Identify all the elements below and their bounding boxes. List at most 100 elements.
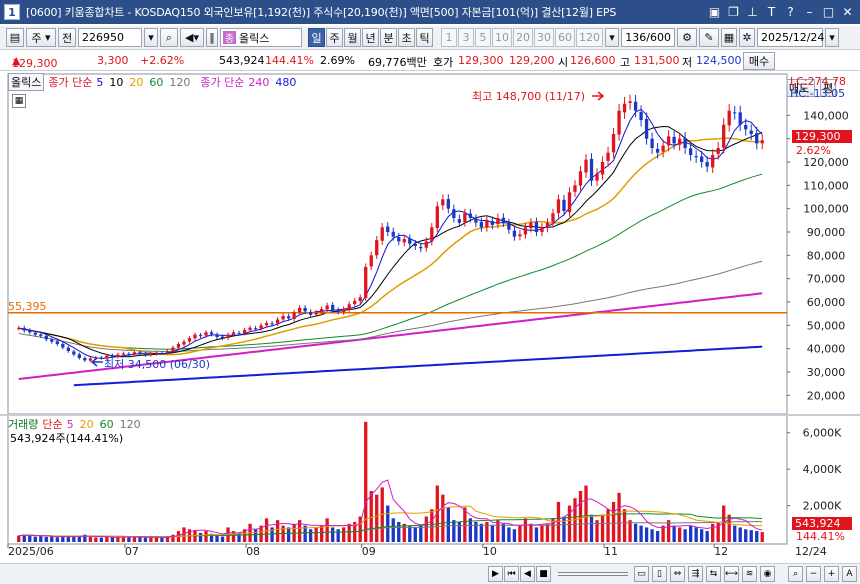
zoom-out-icon[interactable]: ▭ — [634, 566, 649, 582]
interval-button-5[interactable]: 30 — [534, 28, 554, 47]
interval-button-7[interactable]: 120 — [576, 28, 603, 47]
interval-button-4[interactable]: 20 — [513, 28, 533, 47]
period-tab-4[interactable]: 분 — [380, 28, 397, 47]
scroll-first-icon[interactable]: ⏮ — [504, 566, 519, 582]
lock-icon[interactable]: ‖ — [206, 28, 218, 47]
volume-legend-name: 거래량 — [8, 418, 39, 431]
chart-type-icon[interactable]: ≋ — [742, 566, 757, 582]
period-tab-2[interactable]: 월 — [344, 28, 361, 47]
grid-toggle-icon[interactable]: ▦ — [12, 94, 26, 108]
volume-bar — [44, 536, 48, 542]
expand-icon[interactable]: ⇆ — [706, 566, 721, 582]
fit-icon[interactable]: ▯ — [652, 566, 667, 582]
date-input[interactable]: 2025/12/24 — [757, 28, 824, 47]
chart-svg[interactable]: 20,000 30,000 40,000 50,000 60,000 70,000 80,0… — [0, 72, 860, 564]
pin-icon[interactable]: ⊥ — [747, 4, 758, 19]
volume-bar — [556, 501, 561, 542]
menu-icon-button[interactable]: ▤ — [6, 28, 24, 47]
prev-button[interactable]: 전 — [58, 28, 76, 47]
search-icon[interactable]: ⌕ — [160, 28, 178, 47]
candle-body — [83, 358, 87, 361]
candle-body — [677, 138, 682, 145]
period-tab-0[interactable]: 일 — [308, 28, 325, 47]
interval-dropdown-icon[interactable]: ▾ — [605, 28, 619, 47]
interval-button-2[interactable]: 5 — [475, 28, 491, 47]
volume-bar — [28, 535, 32, 542]
volume-bar — [88, 536, 93, 542]
candle-body — [22, 327, 26, 331]
period-tab-3[interactable]: 년 — [362, 28, 379, 47]
sell-button[interactable]: 매도 — [783, 79, 815, 97]
volume-bar — [105, 536, 109, 542]
price-panel-frame — [7, 73, 788, 416]
period-tab-5[interactable]: 초 — [398, 28, 415, 47]
zoom-slider[interactable] — [558, 572, 628, 576]
font-icon[interactable]: T — [767, 4, 776, 19]
volume-bar — [121, 536, 126, 542]
market-select[interactable]: 주 ▾ — [26, 28, 56, 47]
price-legend-name[interactable]: 올릭스 — [8, 73, 45, 91]
volume-bar — [253, 529, 258, 542]
interval-button-3[interactable]: 10 — [492, 28, 512, 47]
maximize-icon[interactable]: □ — [822, 4, 835, 19]
chart-area[interactable]: 20,000 30,000 40,000 50,000 60,000 70,000 80,0… — [0, 72, 860, 564]
reset-zoom-icon[interactable]: A — [842, 566, 857, 582]
candle-body — [171, 347, 175, 351]
period-tab-6[interactable]: 틱 — [416, 28, 433, 47]
volume-bar — [446, 507, 450, 542]
close-icon[interactable]: ✕ — [842, 4, 853, 19]
hc-label: HC:-13.05 — [790, 87, 846, 100]
candle-body — [160, 352, 164, 354]
scroll-right-icon[interactable]: ▶ — [488, 566, 503, 582]
x-tick-label: 11 — [604, 545, 618, 558]
interval-button-1[interactable]: 3 — [458, 28, 474, 47]
ma-20-line — [18, 137, 763, 356]
candle-body — [518, 234, 522, 237]
volume-tick-label: 4,000K — [803, 463, 842, 476]
data-count-value: 136/600 — [625, 31, 671, 44]
scroll-left-icon[interactable]: ◀ — [520, 566, 535, 582]
stop-icon[interactable]: ■ — [536, 566, 551, 582]
search-magnify-icon[interactable]: ⌕ — [788, 566, 803, 582]
screenshot-icon[interactable]: ◉ — [760, 566, 775, 582]
candle-body — [259, 325, 263, 329]
window-number-icon[interactable]: 1 — [4, 4, 20, 20]
open-label: 시 — [558, 56, 569, 69]
candle-body — [430, 227, 434, 242]
plus-icon[interactable]: + — [824, 566, 839, 582]
settings-tools-icon[interactable]: ⚙ — [677, 28, 697, 47]
save-layout-icon[interactable]: ▣ — [708, 4, 721, 19]
eval-button[interactable]: 평 — [820, 79, 836, 97]
indicator-selector[interactable]: 종 올릭스 — [220, 28, 302, 47]
candle-body — [391, 231, 395, 237]
high-annotation: 최고 148,700 (11/17) — [472, 90, 586, 103]
draw-tools-icon[interactable]: ✎ — [699, 28, 719, 47]
candle-body — [127, 353, 131, 355]
period-tab-1[interactable]: 주 — [326, 28, 343, 47]
volume-bar — [452, 520, 456, 542]
help-icon[interactable]: ? — [787, 4, 794, 19]
candle-body — [66, 347, 70, 351]
step-icon[interactable]: ⟷ — [724, 566, 739, 582]
crosshair-icon[interactable]: ⇔ — [670, 566, 685, 582]
current-price-value: 129,300 — [12, 57, 58, 70]
speaker-icon[interactable]: ◀▾ — [180, 28, 204, 47]
candle-body — [760, 140, 764, 144]
compress-icon[interactable]: ⇶ — [688, 566, 703, 582]
interval-button-6[interactable]: 60 — [555, 28, 575, 47]
interval-button-0[interactable]: 1 — [441, 28, 457, 47]
calendar-icon[interactable]: ▾ — [825, 28, 839, 47]
gear-icon[interactable]: ✲ — [739, 28, 755, 47]
stock-code-input[interactable]: 226950 — [78, 28, 142, 47]
restore-icon[interactable]: ❐ — [728, 4, 739, 19]
volume-bar — [468, 518, 473, 542]
minimize-icon[interactable]: – — [806, 4, 813, 19]
minus-icon[interactable]: − — [806, 566, 821, 582]
save-icon[interactable]: ▦ — [721, 28, 737, 47]
code-dropdown-icon[interactable]: ▾ — [144, 28, 158, 47]
volume-bar — [171, 534, 175, 542]
indicator-tag: 종 — [223, 31, 236, 45]
data-count-input[interactable]: 136/600 — [621, 28, 675, 47]
buy-button[interactable]: 매수 — [743, 52, 775, 70]
